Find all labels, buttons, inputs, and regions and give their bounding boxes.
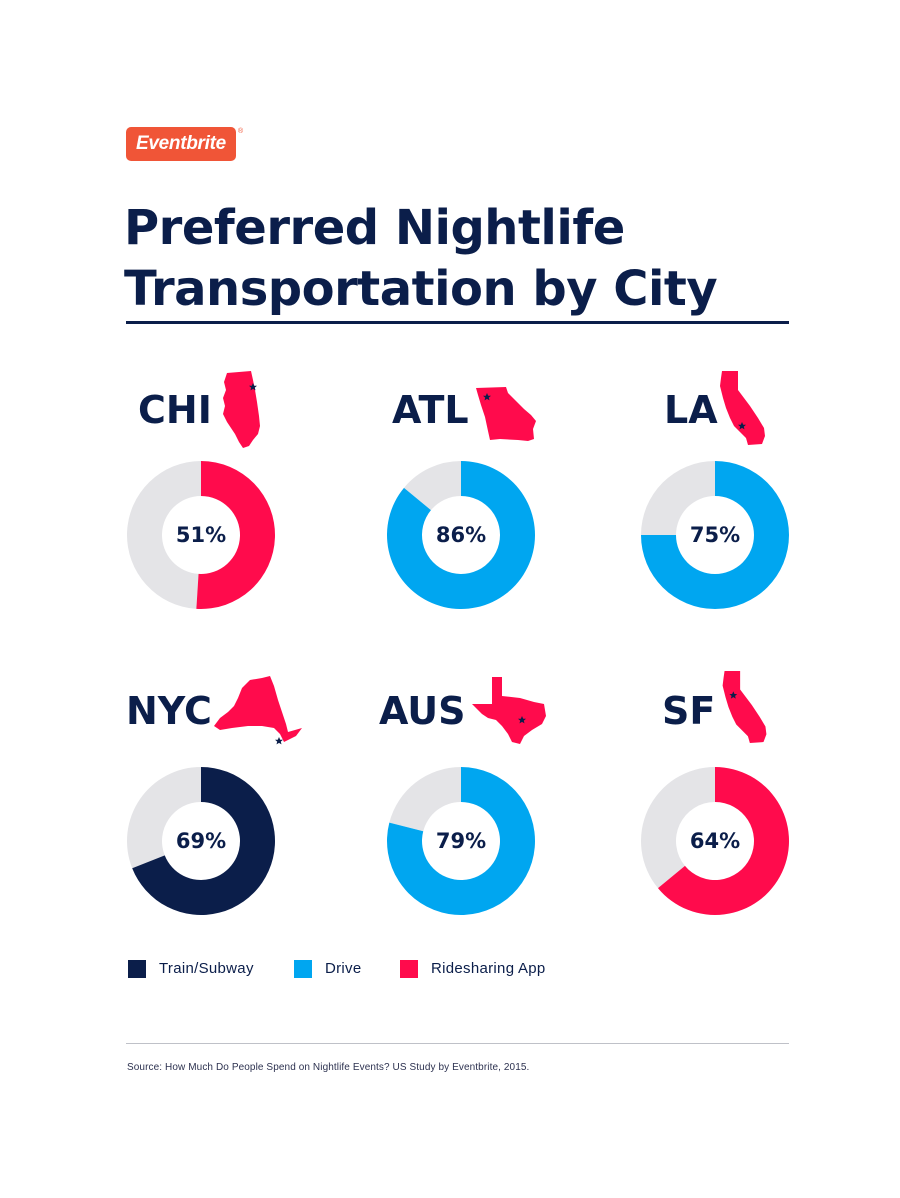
donut-slice xyxy=(387,461,535,609)
city-code: CHI xyxy=(138,388,212,432)
donut-remainder xyxy=(641,461,715,535)
legend-swatch xyxy=(128,960,146,978)
percent-label: 75% xyxy=(689,523,741,547)
legend-label: Ridesharing App xyxy=(431,960,546,977)
donut-chart xyxy=(641,461,789,609)
percent-label: 69% xyxy=(175,829,227,853)
donut-remainder xyxy=(389,767,461,832)
title-underline xyxy=(126,321,789,324)
city-card-aus: AUS 79% xyxy=(379,676,636,956)
city-code: SF xyxy=(662,689,716,733)
donut-chart xyxy=(126,767,275,915)
registered-mark: ® xyxy=(238,128,244,135)
donut-slice xyxy=(387,767,535,915)
city-code: LA xyxy=(664,388,718,432)
source-note: Source: How Much Do People Spend on Nigh… xyxy=(127,1062,530,1073)
legend-label: Train/Subway xyxy=(159,960,254,977)
title-line-1: Preferred Nightlife xyxy=(124,200,625,256)
donut-chart xyxy=(641,767,789,915)
legend-label: Drive xyxy=(325,960,362,977)
donut-slice xyxy=(196,461,276,609)
city-card-nyc: NYC 69% xyxy=(126,676,376,956)
percent-label: 51% xyxy=(175,523,227,547)
donut-slice xyxy=(641,461,789,609)
chart-legend: Train/Subway Drive Ridesharing App xyxy=(128,958,788,982)
city-card-la: LA 75% xyxy=(640,370,890,650)
city-card-sf: SF 64% xyxy=(640,670,890,950)
legend-swatch xyxy=(294,960,312,978)
donut-remainder xyxy=(403,461,461,511)
footer-divider xyxy=(126,1043,789,1044)
percent-label: 64% xyxy=(689,829,741,853)
city-code: NYC xyxy=(126,689,212,733)
percent-label: 79% xyxy=(435,829,487,853)
city-code: ATL xyxy=(392,388,469,432)
page-title: Preferred Nightlife Transportation by Ci… xyxy=(124,198,804,320)
city-card-chi: CHI 51% xyxy=(126,370,376,650)
donut-slice xyxy=(132,767,275,915)
california-state-icon xyxy=(722,670,767,744)
donut-chart xyxy=(127,461,276,609)
legend-swatch xyxy=(400,960,418,978)
georgia-state-icon xyxy=(476,387,536,441)
donut-remainder xyxy=(641,767,715,889)
percent-label: 86% xyxy=(435,523,487,547)
donut-chart xyxy=(387,461,535,609)
donut-chart xyxy=(387,767,535,915)
city-code: AUS xyxy=(379,689,466,733)
eventbrite-logo: Eventbrite xyxy=(126,127,236,161)
texas-state-icon xyxy=(472,677,546,744)
donut-remainder xyxy=(127,461,201,609)
city-card-atl: ATL 86% xyxy=(386,370,636,650)
california-state-icon xyxy=(720,371,765,445)
donut-remainder xyxy=(126,767,201,869)
illinois-state-icon xyxy=(223,371,260,448)
donut-slice xyxy=(657,767,789,915)
new-york-state-icon xyxy=(214,676,302,745)
title-line-2: Transportation by City xyxy=(124,261,718,317)
